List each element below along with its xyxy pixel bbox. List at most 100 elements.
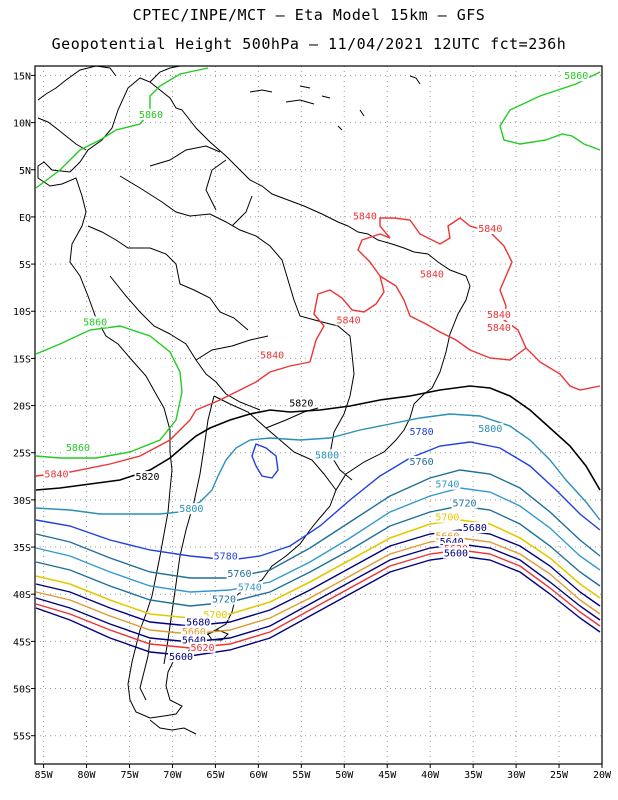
contour-label-bg [137,108,164,120]
contour-label-bg [212,550,239,562]
contour-label-bg [236,581,263,593]
contour-label: 5740 [238,582,262,593]
contour-5680 [35,529,601,627]
x-tick-label: 35W [464,770,483,781]
contour-label-bg [314,449,341,461]
contour-label: 5800 [478,424,502,435]
x-tick-label: 70W [163,770,182,781]
contour-5860-west [35,325,183,459]
contour-label-bg [438,536,465,548]
tierra-del-fuego [139,639,197,735]
contour-label: 5820 [135,472,159,483]
coastline-layer [37,66,471,735]
contour-label: 5840 [478,224,502,235]
y-tick-label: 15S [13,354,31,365]
central-america-coastline [37,66,181,151]
y-tick-label: 55S [13,732,31,743]
y-tick-label: 15N [13,71,31,82]
contour-label: 5700 [203,610,227,621]
x-tick-label: 80W [78,770,97,781]
y-tick-label: 45S [13,637,31,648]
contour-label: 5860 [83,317,107,328]
contour-label: 5860 [66,443,90,454]
contour-label: 5800 [179,504,203,515]
contour-label-bg [189,641,216,653]
contour-label-bg [335,314,362,326]
contour-label: 5640 [182,635,206,646]
x-tick-label: 20W [593,770,612,781]
contour-label-bg [434,511,461,523]
contour-label-bg [168,651,195,663]
contour-label-bg [477,422,504,434]
contour-labels: 5860 5860 5860 5860 5840 5840 5840 5840 5840 5840… [43,70,590,663]
x-tick-label: 75W [120,770,139,781]
contour-5700 [35,519,601,619]
y-tick-label: 10S [13,307,31,318]
y-tick-label: EQ [19,213,31,224]
x-tick-label: 50W [335,770,354,781]
contour-label-bg [134,471,161,483]
contour-label-bg [485,308,512,320]
contour-label: 5620 [190,643,214,654]
y-tick-label: 50S [13,685,31,696]
contour-label: 5840 [487,323,511,334]
contour-label-bg [82,316,109,328]
y-tick-label: 40S [13,590,31,601]
contour-label-bg [461,522,488,534]
contour-5800 [35,413,601,521]
contour-label: 5700 [435,513,459,524]
chart-subtitle: Geopotential Height 500hPa – 11/04/2021 … [51,35,567,53]
y-tick-label: 5N [19,166,31,177]
y-tick-label: 30S [13,496,31,507]
y-tick-label: 20S [13,402,31,413]
contour-label: 5600 [444,548,468,559]
contour-label-bg [43,468,70,480]
contour-label: 5760 [227,569,251,580]
contour-label-bg [434,478,461,490]
contour-label-bg [226,568,253,580]
contour-5860-north [35,67,209,189]
contour-label: 5800 [315,450,339,461]
contour-label: 5840 [420,269,444,280]
y-tick-label: 25S [13,449,31,460]
contour-5640 [35,543,601,643]
caribbean-islands [249,75,421,131]
x-tick-label: 85W [35,770,54,781]
graticule [31,66,603,768]
y-tick-label: 5S [19,260,31,271]
contour-layer [35,67,601,657]
x-tick-label: 30W [507,770,526,781]
x-tick-label: 40W [421,770,440,781]
contour-5840-mid [309,233,527,363]
x-tick-label: 60W [249,770,268,781]
contour-label-bg [485,322,512,334]
contour-label-bg [451,497,478,509]
contour-label: 5680 [463,523,487,534]
contour-label: 5860 [139,110,163,121]
contour-5780 [35,441,601,561]
x-tick-label: 65W [206,770,225,781]
x-tick-label: 25W [550,770,569,781]
contour-label-bg [211,593,237,605]
contour-label-bg [180,634,207,646]
contour-label-bg [442,547,469,559]
contour-label: 5720 [452,498,476,509]
contour-label: 5600 [169,652,193,663]
contour-label-bg [180,625,207,637]
contour-label: 5840 [44,469,68,480]
contour-label: 5660 [182,627,206,638]
contour-label-bg [418,268,445,280]
contour-label: 5780 [214,551,238,562]
contour-label: 5640 [440,537,464,548]
y-tick-label: 10N [13,119,31,130]
contour-5740 [35,487,601,593]
contour-label-bg [408,425,435,437]
contour-label-bg [351,210,378,222]
contour-5820 [35,385,601,491]
contour-5720 [35,505,601,607]
x-tick-label: 55W [292,770,311,781]
contour-label: 5720 [212,595,236,606]
plot-frame [34,65,603,765]
contour-label: 5840 [353,212,377,223]
x-tick-label: 45W [378,770,397,781]
